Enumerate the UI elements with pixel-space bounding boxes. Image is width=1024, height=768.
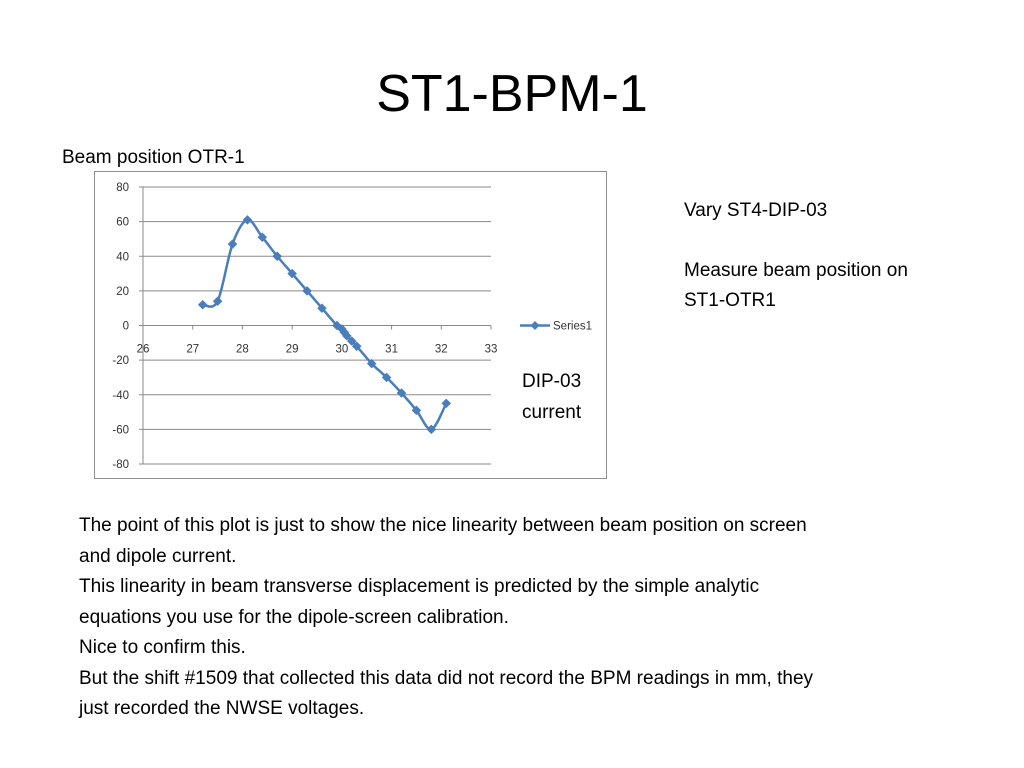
x-tick-label: 32 bbox=[435, 344, 448, 356]
data-point bbox=[341, 331, 352, 341]
chart-caption: Beam position OTR-1 bbox=[62, 147, 245, 168]
slide-title: ST1-BPM-1 bbox=[376, 65, 648, 123]
y-tick-label: 0 bbox=[123, 321, 129, 333]
data-point bbox=[302, 286, 312, 296]
data-point bbox=[227, 239, 238, 249]
x-axis-note: DIP-03 current bbox=[522, 371, 582, 423]
data-point bbox=[287, 268, 297, 279]
y-tick-label: 40 bbox=[116, 251, 129, 263]
y-tick-label: -40 bbox=[112, 390, 129, 402]
data-point bbox=[441, 398, 452, 409]
side-note-measure: Measure beam position on ST1-OTR1 bbox=[684, 260, 908, 311]
data-point bbox=[411, 405, 422, 416]
data-point bbox=[242, 215, 253, 225]
body-text: The point of this plot is just to show t… bbox=[79, 511, 819, 725]
data-point bbox=[396, 388, 407, 398]
data-point bbox=[197, 299, 208, 310]
y-tick-label: -80 bbox=[112, 459, 129, 471]
y-tick-label: 20 bbox=[116, 286, 129, 298]
x-tick-label: 26 bbox=[137, 344, 150, 356]
x-tick-label: 30 bbox=[335, 344, 348, 356]
data-point bbox=[346, 336, 357, 346]
y-tick-label: 80 bbox=[116, 182, 129, 194]
body-line-2: This linearity in beam transverse displa… bbox=[79, 576, 760, 628]
data-point bbox=[272, 251, 283, 262]
data-point bbox=[426, 424, 437, 435]
x-tick-label: 29 bbox=[286, 344, 299, 356]
legend-marker bbox=[530, 321, 540, 330]
data-point bbox=[351, 341, 362, 352]
x-tick-label: 33 bbox=[485, 344, 498, 356]
body-line-4: But the shift #1509 that collected this … bbox=[79, 667, 814, 720]
data-point bbox=[366, 358, 377, 369]
series-line bbox=[202, 218, 448, 431]
data-point bbox=[381, 372, 392, 383]
data-point bbox=[257, 232, 268, 243]
x-tick-label: 28 bbox=[236, 344, 249, 356]
y-tick-label: -20 bbox=[112, 355, 129, 367]
data-point bbox=[317, 303, 327, 314]
y-tick-label: 60 bbox=[116, 217, 129, 229]
x-tick-label: 31 bbox=[385, 344, 398, 356]
y-tick-label: -60 bbox=[112, 424, 129, 436]
data-point bbox=[212, 296, 223, 307]
legend-label: Series1 bbox=[553, 321, 592, 333]
x-tick-label: 27 bbox=[186, 344, 199, 356]
body-line-1: The point of this plot is just to show t… bbox=[79, 515, 807, 567]
line-chart: 80 60 40 20 0 -20 -40 -60 -80 26 27 28 29 30 31 32 33 Ser… bbox=[112, 182, 592, 471]
chart-frame: 80 60 40 20 0 -20 -40 -60 -80 26 27 28 29 30 31 32 33 Ser… bbox=[94, 171, 607, 479]
side-note-vary: Vary ST4-DIP-03 bbox=[684, 200, 828, 221]
body-line-3: Nice to confirm this. bbox=[79, 637, 246, 658]
